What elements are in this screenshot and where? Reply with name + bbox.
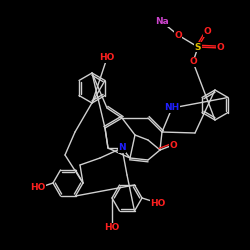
Text: HO: HO [150, 198, 166, 207]
Text: O: O [174, 30, 182, 40]
Text: HO: HO [104, 224, 120, 232]
Text: O: O [169, 140, 177, 149]
Text: O: O [189, 58, 197, 66]
Text: HO: HO [99, 54, 115, 62]
Text: Na: Na [155, 18, 169, 26]
Text: N: N [118, 144, 126, 152]
Text: NH: NH [164, 104, 180, 112]
Text: O: O [216, 44, 224, 52]
Text: S: S [195, 42, 201, 51]
Text: O: O [203, 28, 211, 36]
Text: HO: HO [30, 184, 46, 192]
